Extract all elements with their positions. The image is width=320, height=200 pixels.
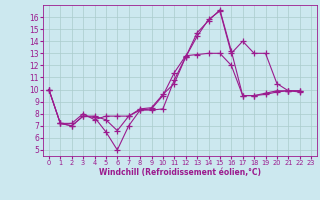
- X-axis label: Windchill (Refroidissement éolien,°C): Windchill (Refroidissement éolien,°C): [99, 168, 261, 177]
